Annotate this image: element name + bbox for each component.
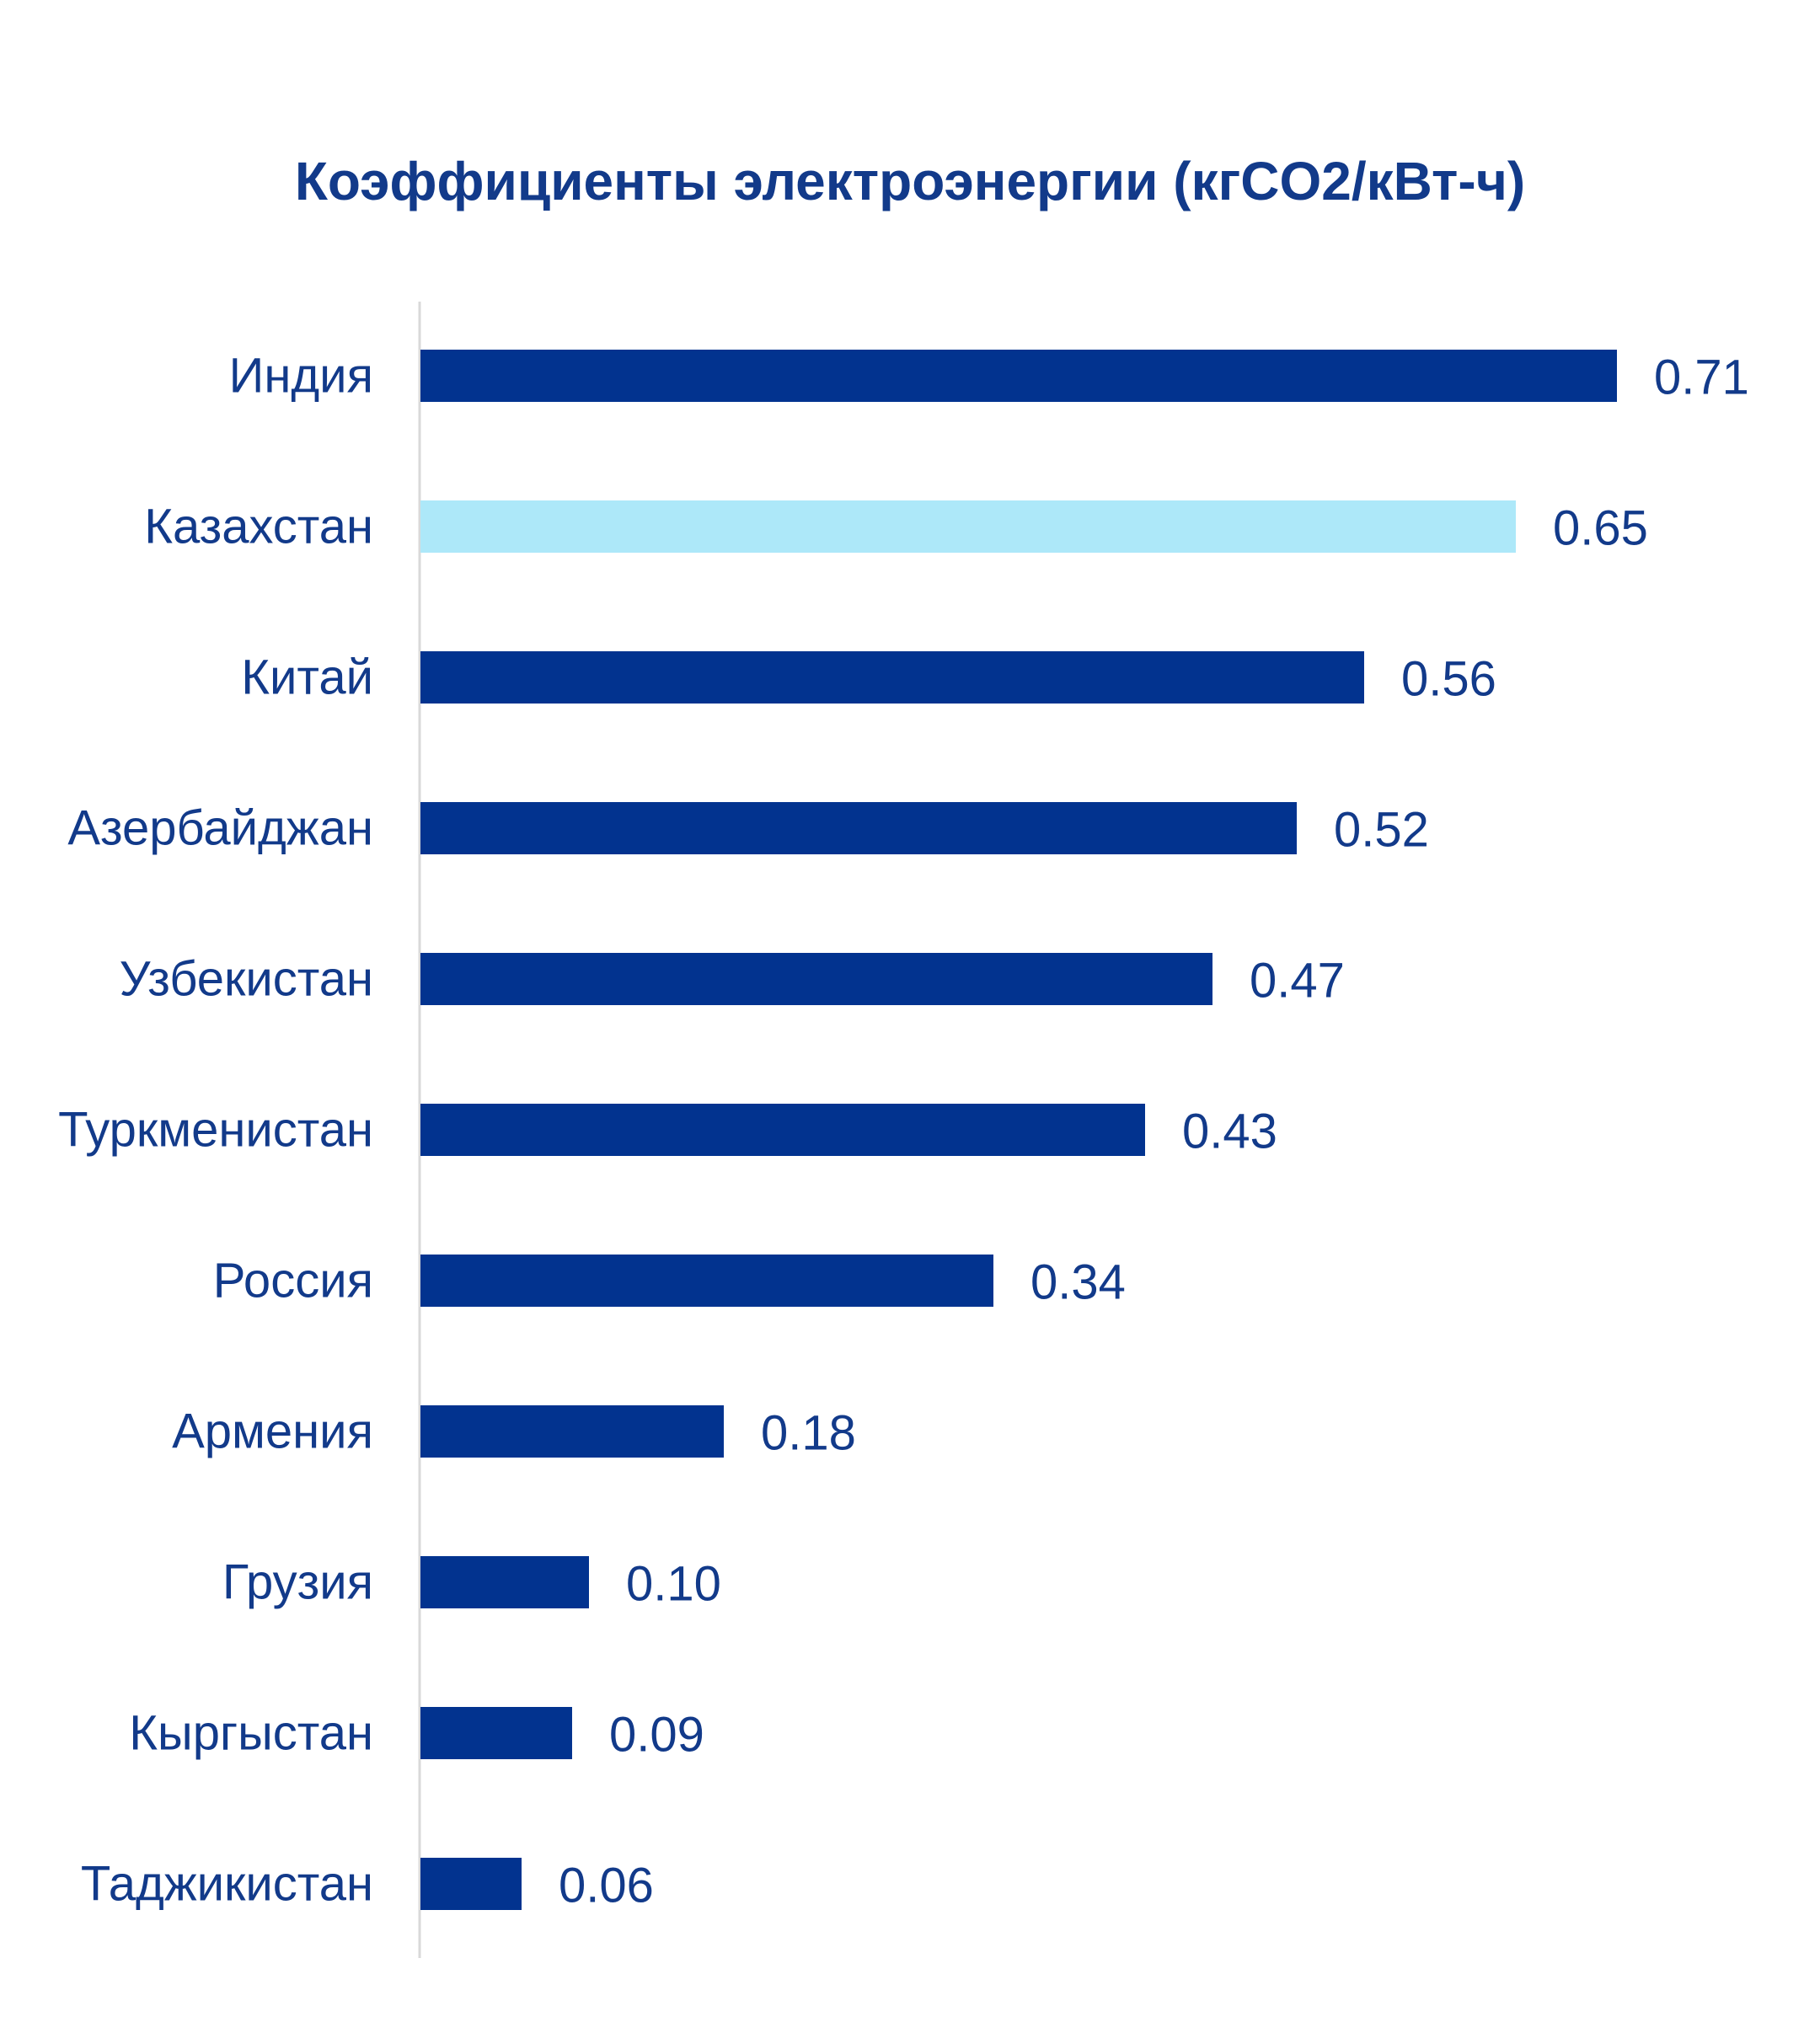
bar xyxy=(420,500,1516,553)
category-labels-group: Индия Казахстан Китай Азербайджан Узбекистан… xyxy=(58,349,373,1912)
value-label: 0.56 xyxy=(1401,652,1496,707)
bar xyxy=(420,953,1212,1005)
value-label: 0.65 xyxy=(1553,501,1648,556)
chart-title: Коэффициенты электроэнергии (кгCO2/кВт-ч… xyxy=(294,151,1526,211)
value-label: 0.52 xyxy=(1334,803,1429,858)
category-label: Китай xyxy=(241,650,373,705)
value-label: 0.06 xyxy=(559,1859,654,1913)
bar xyxy=(420,1556,589,1608)
bar xyxy=(420,1255,993,1307)
value-label: 0.09 xyxy=(609,1708,704,1763)
bars-group xyxy=(420,350,1617,1910)
category-label: Казахстан xyxy=(144,500,373,554)
category-label: Туркменистан xyxy=(58,1103,373,1158)
value-label: 0.10 xyxy=(626,1557,721,1612)
value-label: 0.34 xyxy=(1030,1255,1126,1310)
bar xyxy=(420,651,1364,704)
bar xyxy=(420,1104,1145,1156)
value-labels-group: 0.71 0.65 0.56 0.52 0.47 0.43 0.34 0.18 0.10 0.09… xyxy=(559,350,1749,1913)
category-label: Армения xyxy=(172,1404,373,1459)
bar xyxy=(420,1707,572,1759)
bar xyxy=(420,1858,522,1910)
category-label: Россия xyxy=(213,1254,373,1308)
value-label: 0.43 xyxy=(1182,1105,1277,1159)
category-label: Грузия xyxy=(222,1555,373,1610)
category-label: Индия xyxy=(229,349,373,404)
bar xyxy=(420,802,1297,854)
category-label: Азербайджан xyxy=(67,801,373,856)
category-label: Таджикистан xyxy=(81,1857,373,1912)
value-label: 0.18 xyxy=(761,1406,856,1461)
value-label: 0.47 xyxy=(1250,954,1345,1008)
bar xyxy=(420,350,1617,402)
value-label: 0.71 xyxy=(1654,350,1749,405)
bar xyxy=(420,1405,724,1458)
category-label: Узбекистан xyxy=(120,952,373,1007)
category-label: Кыргыстан xyxy=(129,1706,373,1761)
